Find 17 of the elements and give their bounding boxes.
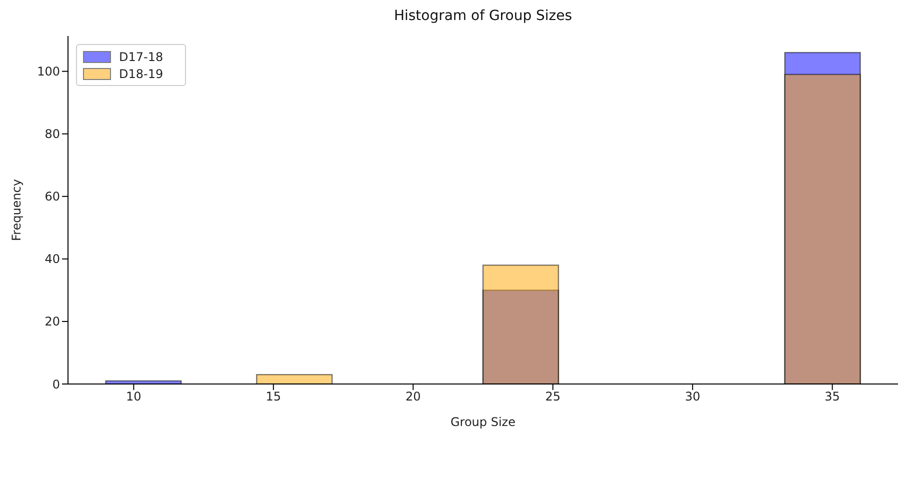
y-tick-label: 20 — [44, 314, 60, 329]
legend-label: D18-19 — [119, 66, 164, 80]
chart-title: Histogram of Group Sizes — [392, 8, 574, 26]
x-tick-label: 20 — [405, 390, 421, 404]
y-tick-label: 60 — [44, 190, 60, 204]
y-tick-label: 100 — [37, 64, 60, 79]
legend-label: D17-18 — [119, 50, 164, 64]
x-tick-label: 35 — [824, 390, 840, 404]
x-tick-label: 10 — [126, 390, 142, 404]
y-tick-label: 80 — [44, 127, 60, 142]
y-axis-title: Frequency — [9, 179, 24, 241]
y-tick-label: 40 — [44, 252, 60, 266]
x-axis-title: Group Size — [450, 415, 516, 429]
x-tick-label: 15 — [266, 390, 282, 404]
x-tick-label: 30 — [684, 390, 700, 404]
y-tick-label: 0 — [52, 377, 60, 392]
x-tick-label: 25 — [545, 390, 561, 404]
